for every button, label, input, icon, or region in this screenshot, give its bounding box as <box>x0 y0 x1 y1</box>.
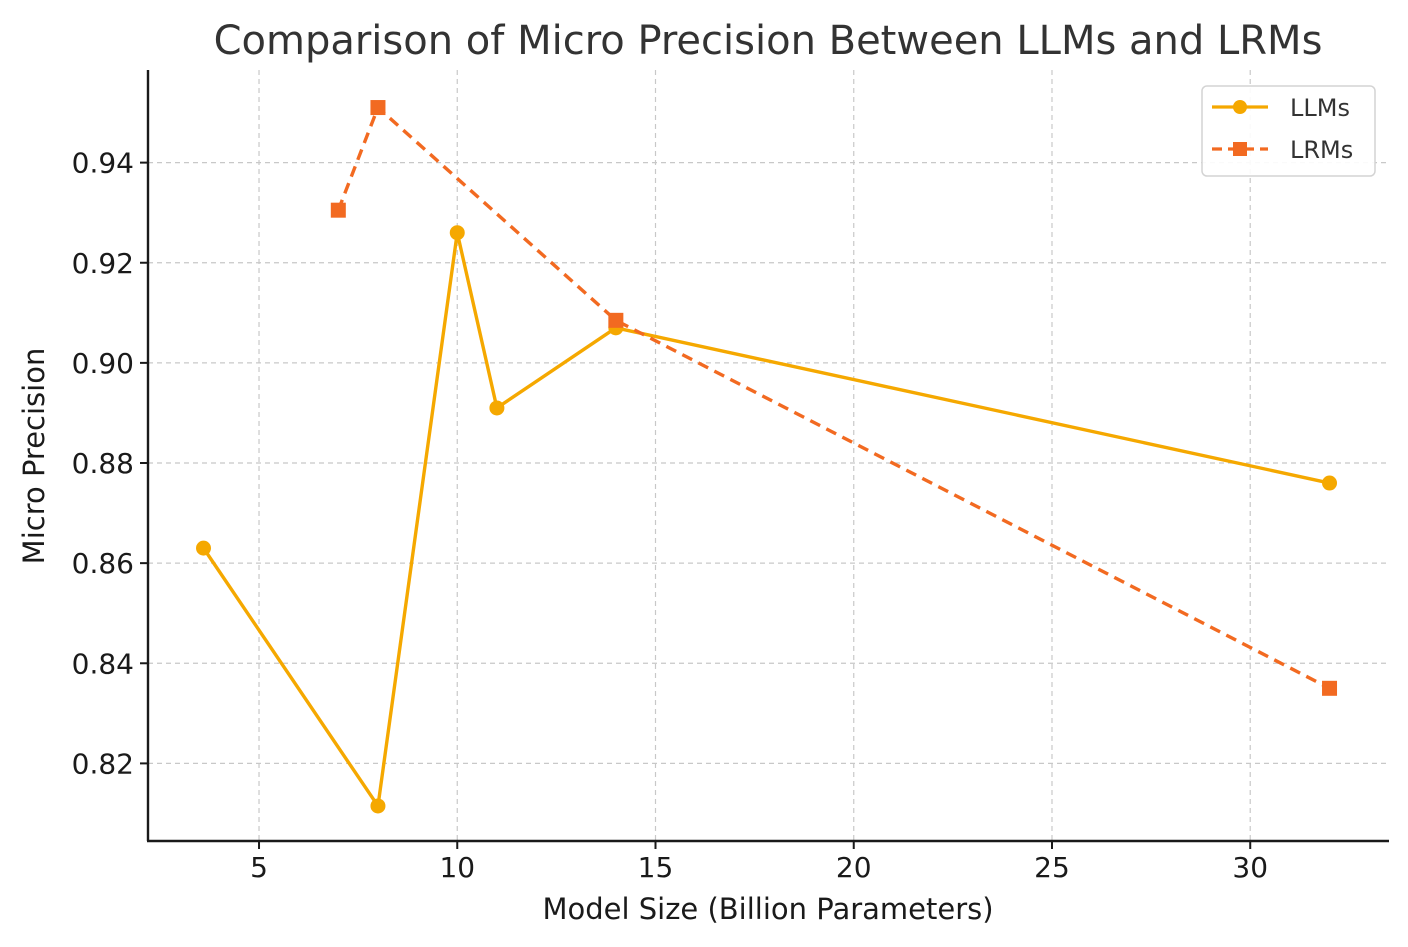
x-tick-label: 15 <box>638 851 674 884</box>
grid-layer <box>148 70 1389 841</box>
y-tick-label: 0.82 <box>72 747 134 780</box>
chart-title: Comparison of Micro Precision Between LL… <box>214 18 1323 64</box>
x-tick-label: 10 <box>439 851 475 884</box>
tick-layer: 5 10 15 20 25 30 0.82 0.84 0.86 0.88 0.90 0.92 0.94 <box>72 147 1268 884</box>
legend-label-llms: LLMs <box>1290 94 1350 122</box>
axes-layer <box>146 70 1389 843</box>
x-tick-label: 30 <box>1232 851 1268 884</box>
series-line-lrms <box>336 105 1331 690</box>
data-point-llms <box>489 400 505 416</box>
data-point-lrms <box>608 312 624 328</box>
x-tick-label: 25 <box>1034 851 1070 884</box>
x-axis-label: Model Size (Billion Parameters) <box>542 892 993 926</box>
data-point-lrms <box>370 100 386 116</box>
data-point-lrms <box>1322 680 1338 696</box>
data-point-llms <box>370 798 386 814</box>
y-axis-label: Micro Precision <box>17 348 51 565</box>
data-point-llms <box>1322 475 1338 491</box>
y-tick-label: 0.88 <box>72 447 134 480</box>
y-tick-label: 0.90 <box>72 347 134 380</box>
x-tick-label: 5 <box>250 851 268 884</box>
y-tick-label: 0.94 <box>72 147 134 180</box>
legend-marker-llms <box>1233 100 1247 114</box>
legend-label-lrms: LRMs <box>1290 136 1353 164</box>
data-point-llms <box>449 225 465 241</box>
data-point-lrms <box>330 202 346 218</box>
y-tick-label: 0.92 <box>72 247 134 280</box>
x-tick-label: 20 <box>836 851 872 884</box>
legend: LLMs LRMs <box>1201 85 1376 177</box>
y-tick-label: 0.86 <box>72 547 134 580</box>
data-point-llms <box>196 540 212 556</box>
series-layer <box>196 100 1338 814</box>
legend-marker-lrms <box>1233 142 1247 156</box>
series-line-llms <box>201 231 1332 808</box>
y-tick-label: 0.84 <box>72 647 134 680</box>
